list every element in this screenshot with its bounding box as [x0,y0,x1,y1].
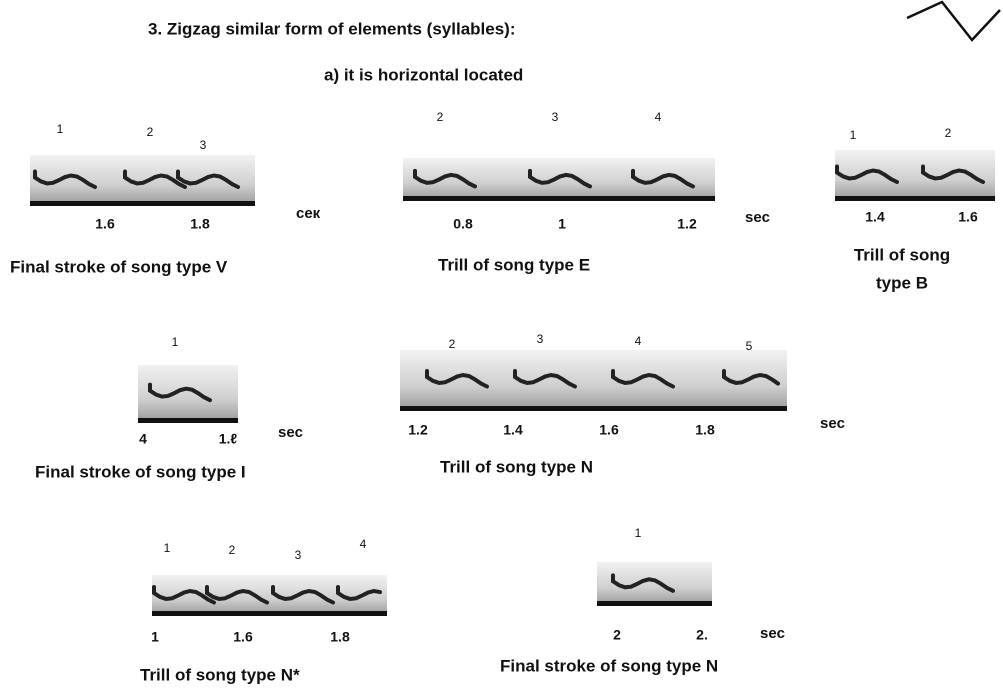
syllable-number: 2 [945,126,952,140]
tick-label: 1.2 [408,422,428,438]
time-unit: sec [745,209,770,226]
caption: Trill of song type N [440,457,593,476]
syllable-number: 2 [147,125,154,139]
tick-label: 2 [613,627,621,643]
caption: Final stroke of song type N [500,656,718,675]
tick-label: 1 [151,629,159,645]
zigzag-icon [907,2,1000,40]
syllable-number: 4 [655,110,662,124]
tick-label: 1.6 [958,209,978,225]
caption: Trill of song type N* [140,665,300,684]
spectrogram [152,575,387,615]
syllable-number: 3 [200,138,207,152]
syllable-number: 1 [172,335,179,349]
time-axis [597,601,712,606]
syllable-number: 4 [635,334,642,348]
caption: Trill of song [854,245,950,264]
time-unit: sec [820,415,845,432]
caption: Final stroke of song type I [35,462,246,481]
syllable-number: 3 [537,332,544,346]
syllable-number: 1 [164,541,171,555]
tick-label: 1.8 [190,216,210,232]
syllable-number: 1 [635,526,642,540]
syllable-number: 5 [746,339,753,353]
caption: Final stroke of song type V [10,257,228,276]
syllable-number: 2 [437,110,444,124]
tick-label: 0.8 [453,216,473,232]
figure: 3. Zigzag similar form of elements (syll… [0,0,1003,688]
tick-label: 1.6 [233,629,253,645]
tick-label: 1.6 [599,422,619,438]
tick-label: 1.ℓ [219,431,238,447]
tick-label: 1.4 [503,422,523,438]
time-unit: сек [296,205,321,222]
time-axis [400,406,787,411]
caption: Trill of song type E [438,255,590,274]
tick-label: 4 [139,431,147,447]
title: 3. Zigzag similar form of elements (syll… [148,19,516,38]
time-axis [138,418,238,423]
time-unit: sec [760,625,785,642]
tick-label: 1.8 [330,629,350,645]
tick-label: 1.2 [677,216,697,232]
time-unit: sec [278,424,303,441]
caption: type B [876,273,928,292]
syllable-number: 3 [552,110,559,124]
time-axis [403,196,715,201]
syllable-number: 1 [850,128,857,142]
syllable-number: 1 [57,122,64,136]
syllable-number: 4 [360,537,367,551]
tick-label: 1.8 [695,422,715,438]
subtitle: a) it is horizontal located [324,65,523,84]
tick-label: 2. [696,627,708,643]
spectrogram [30,155,255,205]
syllable-number: 3 [295,548,302,562]
syllable-number: 2 [449,337,456,351]
time-axis [835,196,995,201]
tick-label: 1 [558,216,566,232]
tick-label: 1.6 [95,216,115,232]
syllable-number: 2 [229,543,236,557]
time-axis [30,201,255,206]
tick-label: 1.4 [865,209,885,225]
time-axis [152,611,387,616]
